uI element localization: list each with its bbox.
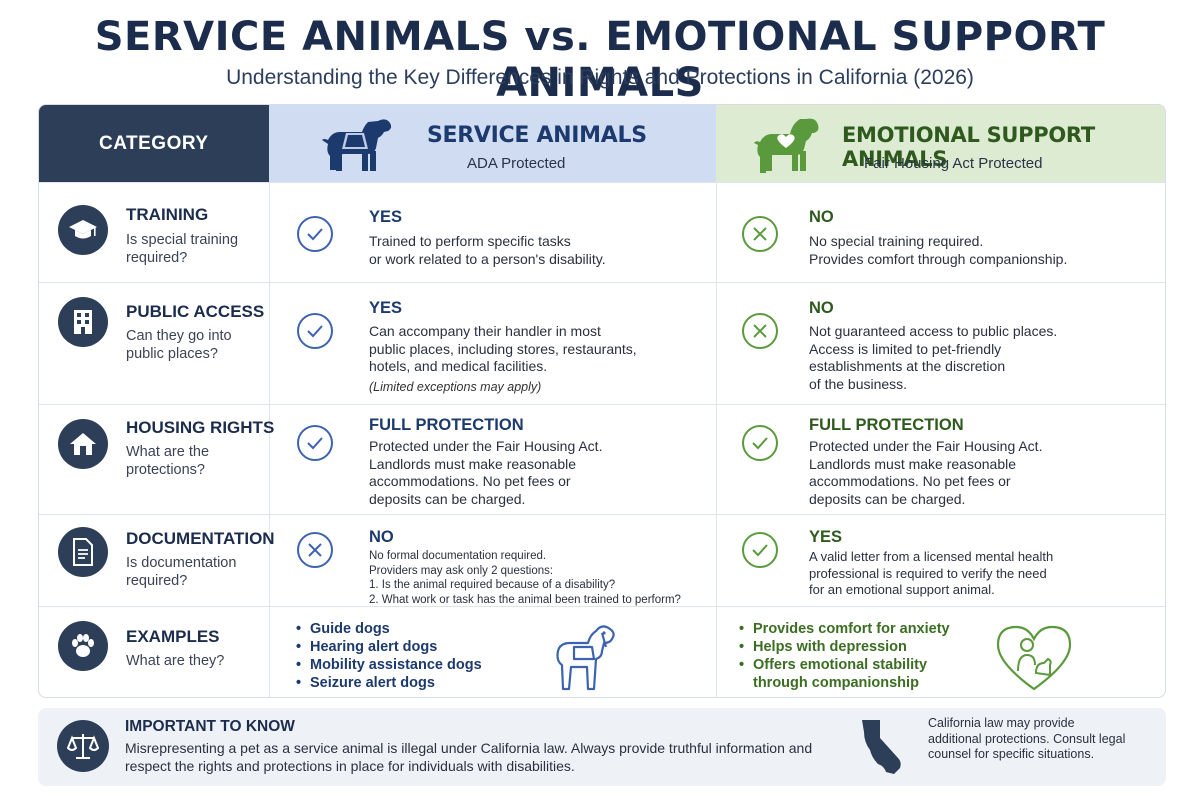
page-title: SERVICE ANIMALS vs. EMOTIONAL SUPPORT AN… [94,14,1106,106]
check-icon [742,532,778,568]
category-name: TRAINING [126,205,209,224]
service-description: Trained to perform specific tasks or wor… [369,233,606,267]
esa-examples-list: Provides comfort for anxiety Helps with … [739,620,950,692]
comparison-table: CATEGORY SERVICE ANIMALS ADA Protected [38,104,1166,698]
list-item: Seizure alert dogs [296,674,482,692]
category-name: HOUSING RIGHTS [126,418,275,437]
dog-heart-icon [754,118,819,173]
esa-description: No special training required. Provides c… [809,233,1068,267]
notice-text: Misrepresenting a pet as a service anima… [125,740,813,774]
service-answer: YES [369,299,403,317]
service-answer: FULL PROTECTION [369,416,524,434]
building-icon [58,297,108,347]
esa-description: Protected under the Fair Housing Act. La… [809,438,1043,507]
category-question: Is special training required? [126,232,239,266]
header-emotional-support-animals: EMOTIONAL SUPPORT ANIMALS Fair Housing A… [716,105,1165,182]
header-category: CATEGORY [39,105,269,182]
category-name: PUBLIC ACCESS [126,302,265,321]
check-icon [297,425,333,461]
list-item: Provides comfort for anxiety [739,620,950,638]
category-question: What are they? [126,653,225,669]
service-description: No formal documentation required. Provid… [369,550,681,606]
table-row-housing-rights: HOUSING RIGHTS What are the protections?… [39,404,1165,514]
table-row-documentation: DOCUMENTATION Is documentation required?… [39,514,1165,606]
california-map-icon [862,720,901,774]
table-row-training: TRAINING Is special training required? Y… [39,182,1165,282]
list-item: Offers emotional stability through compa… [739,656,950,692]
graduation-cap-icon [58,205,108,255]
service-dog-vest-icon [322,119,392,171]
service-animals-subtitle: ADA Protected [467,155,566,172]
service-dog-outline-icon [556,625,615,691]
service-description: Can accompany their handler in most publ… [369,323,637,374]
cross-icon [297,532,333,568]
document-icon [58,527,108,577]
scales-icon [57,720,109,772]
table-row-examples: EXAMPLES What are they? Guide dogs Heari… [39,606,1165,697]
list-item: Mobility assistance dogs [296,656,482,674]
category-name: EXAMPLES [126,627,220,646]
list-item: Hearing alert dogs [296,638,482,656]
esa-answer: FULL PROTECTION [809,416,964,434]
esa-answer: NO [809,208,834,226]
column-divider [716,182,717,697]
service-animals-title: SERVICE ANIMALS [427,123,647,148]
service-answer: YES [369,208,403,226]
house-icon [58,419,108,469]
esa-subtitle: Fair Housing Act Protected [864,155,1043,172]
column-divider [269,182,270,697]
category-question: What are the protections? [126,444,210,478]
service-examples-list: Guide dogs Hearing alert dogs Mobility a… [296,620,482,692]
check-icon [297,216,333,252]
service-answer: NO [369,528,394,546]
esa-description: A valid letter from a licensed mental he… [809,549,1054,597]
category-question: Can they go into public places? [126,328,232,362]
service-note: (Limited exceptions may apply) [369,380,542,394]
list-item: Helps with depression [739,638,950,656]
esa-title: EMOTIONAL SUPPORT ANIMALS [842,123,1095,171]
paw-icon [58,621,108,671]
table-row-public-access: PUBLIC ACCESS Can they go into public pl… [39,282,1165,404]
notice-title: IMPORTANT TO KNOW [125,718,295,735]
esa-answer: NO [809,299,834,317]
category-name: DOCUMENTATION [126,529,275,548]
page-subtitle: Understanding the Key Differences in Rig… [226,66,974,89]
cross-icon [742,313,778,349]
california-note: California law may provide additional pr… [928,716,1126,761]
check-icon [742,425,778,461]
category-question: Is documentation required? [126,555,237,589]
cross-icon [742,216,778,252]
esa-answer: YES [809,528,843,546]
important-notice: IMPORTANT TO KNOW Misrepresenting a pet … [38,708,1166,786]
esa-description: Not guaranteed access to public places. … [809,323,1058,392]
check-icon [297,313,333,349]
header-service-animals: SERVICE ANIMALS ADA Protected [269,105,716,182]
heart-person-dog-icon [996,625,1072,691]
list-item: Guide dogs [296,620,482,638]
service-description: Protected under the Fair Housing Act. La… [369,438,603,507]
